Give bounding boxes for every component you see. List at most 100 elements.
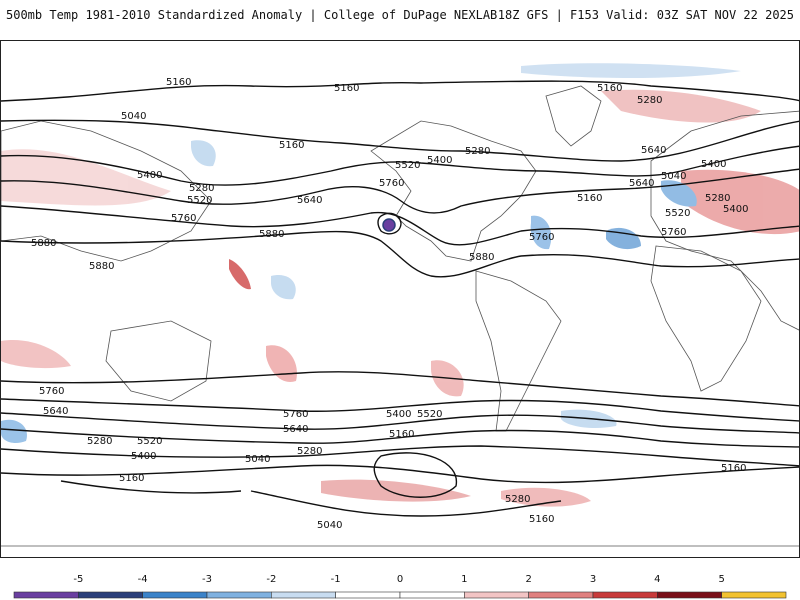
cold-anomaly-region [1,419,27,444]
colorbar-tick-label: -1 [330,574,341,585]
colorbar-tick-label: 4 [654,574,661,585]
contour-label: 5880 [469,252,494,263]
contour-label: 5400 [723,204,748,215]
contour-label: 5040 [121,111,146,122]
colorbar-tick-label: -5 [73,574,84,585]
colorbar-tick-label: -3 [202,574,212,585]
coastline-australia [105,320,212,402]
contour-label: 5520 [665,208,690,219]
contour-label: 5280 [465,146,490,157]
colorbar-segment [13,591,79,599]
contour-label: 5760 [379,178,404,189]
contour-line [1,230,799,278]
contour-label: 5160 [279,140,304,151]
contour-label: 5640 [641,145,666,156]
colorbar-segments [13,591,787,599]
contour-label: 5880 [31,238,56,249]
contour-label: 5640 [297,195,322,206]
contour-label: 5400 [701,159,726,170]
contour-label: 5280 [189,183,214,194]
colorbar-segment [592,591,658,599]
colorbar-segment [528,591,594,599]
cold-low-center [382,218,396,232]
contour-line [1,428,799,448]
contour-label: 5400 [137,170,162,181]
contour-label: 5760 [529,232,554,243]
warm-anomaly-region [501,487,591,507]
contour-line [373,452,457,498]
contour-label: 5160 [334,83,359,94]
contour-label: 5160 [389,429,414,440]
cold-anomaly-region [521,63,741,78]
colorbar-segment [721,591,787,599]
colorbar-tick-label: 5 [718,574,725,585]
map-panel[interactable]: 5160 5160 5160 5280 5040 5160 5400 5520 … [0,40,800,558]
contour-label: 5760 [171,213,196,224]
strong-warm-anomaly [229,259,251,290]
contour-label: 5280 [705,193,730,204]
contour-label: 5400 [386,409,411,420]
colorbar-tick-label: 1 [461,574,468,585]
anomaly-map: 5160 5160 5160 5280 5040 5160 5400 5520 … [1,63,799,547]
warm-anomaly-region [1,340,71,369]
cold-anomaly-region [661,180,697,207]
contour-label: 5760 [283,409,308,420]
colorbar-segment [142,591,208,599]
coastlines [1,85,799,547]
contour-label: 5040 [317,520,342,531]
contour-line [377,212,402,235]
contour-label: 5040 [245,454,270,465]
contour-labels: 5160 5160 5160 5280 5040 5160 5400 5520 … [31,77,748,531]
contour-label: 5400 [427,155,452,166]
contour-label: 5520 [417,409,442,420]
colorbar-segment [657,591,722,599]
contour-label: 5160 [166,77,191,88]
contour-line [1,145,799,186]
contour-label: 5640 [629,178,654,189]
contour-label: 5280 [87,436,112,447]
colorbar: -5 -4 -3 -2 -1 0 1 2 3 4 5 [0,570,800,600]
contour-label: 5640 [283,424,308,435]
contour-line [1,205,799,246]
warm-anomaly-region [1,149,171,206]
warm-anomaly-region [681,169,799,235]
colorbar-scale [13,591,787,599]
contour-label: 5760 [661,227,686,238]
contour-line [1,371,799,407]
coastline-north-america [370,120,537,262]
contour-line [1,445,799,467]
coastline-asia-west [1,120,212,262]
contour-line [1,398,799,422]
coastline-greenland [545,85,602,147]
contour-label: 5880 [259,229,284,240]
colorbar-tick-label: -4 [137,574,148,585]
contour-line [1,80,799,102]
contour-label: 5400 [131,451,156,462]
colorbar-segment [335,591,401,599]
cold-anomaly-region [271,275,296,300]
height-contours [1,80,799,517]
colorbar-tick-label: 2 [525,574,532,585]
contour-label: 5160 [119,473,144,484]
colorbar-segment [206,591,272,599]
coastline-africa [650,245,762,392]
contour-label: 5760 [39,386,64,397]
contour-label: 5880 [89,261,114,272]
contour-label: 5520 [187,195,212,206]
contour-line [1,119,799,162]
warm-anomaly-region [321,479,471,502]
contour-label: 5160 [529,514,554,525]
colorbar-segment [78,591,143,599]
colorbar-segment [271,591,336,599]
model-run-info: 18Z GFS | F153 Valid: 03Z SAT NOV 22 202… [497,8,794,22]
cold-anomaly-region [606,227,641,250]
contour-line [60,480,242,494]
anomaly-shading [1,63,799,507]
coastline-south-america [475,270,562,432]
colorbar-tick-label: -2 [266,574,277,585]
cold-anomaly-region [530,215,552,250]
contour-label: 5280 [505,494,530,505]
contour-label: 5520 [395,160,420,171]
colorbar-segment [399,591,465,599]
contour-line [1,412,799,434]
